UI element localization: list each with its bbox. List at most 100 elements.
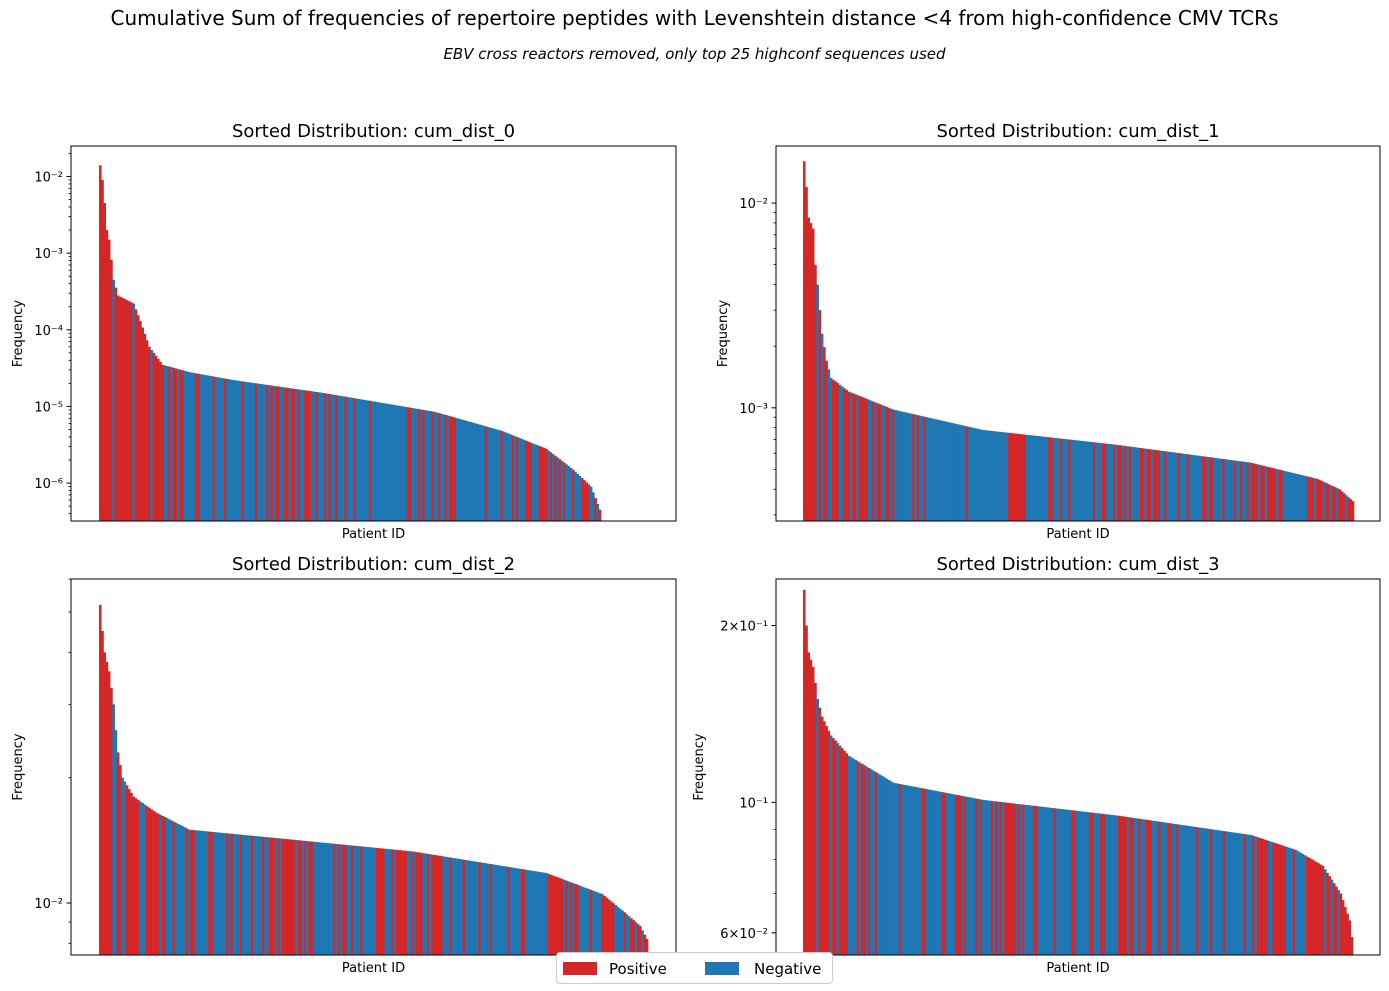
bar	[1017, 804, 1021, 955]
bar	[139, 321, 142, 521]
bar	[482, 862, 486, 955]
bar	[634, 922, 638, 955]
bar	[1217, 458, 1221, 521]
bar	[1338, 489, 1341, 521]
bar	[549, 874, 553, 955]
axes-frame-1	[775, 145, 1381, 522]
bar	[832, 738, 835, 955]
bar	[1223, 831, 1226, 955]
bar	[1298, 474, 1301, 521]
bar	[1325, 483, 1328, 521]
bar	[1088, 441, 1092, 521]
bar	[1289, 472, 1292, 521]
bar	[863, 397, 866, 521]
bar	[538, 871, 542, 955]
bar	[1084, 441, 1087, 521]
bar	[1059, 438, 1063, 521]
bar	[469, 860, 473, 955]
bar	[210, 831, 214, 955]
bar	[518, 868, 522, 955]
bar	[215, 376, 218, 521]
bar	[324, 393, 327, 521]
bar	[959, 795, 963, 955]
bar	[992, 431, 996, 521]
bar	[578, 885, 582, 955]
bar	[563, 462, 566, 521]
bar	[1294, 849, 1298, 955]
bar	[384, 848, 388, 955]
bar	[981, 799, 985, 955]
bar	[505, 866, 508, 955]
bar	[1184, 453, 1188, 521]
bar	[1119, 445, 1123, 521]
bar	[172, 821, 176, 955]
bar	[636, 924, 640, 955]
bar	[941, 420, 944, 521]
bar	[1224, 459, 1228, 521]
bar	[317, 392, 321, 521]
bar	[431, 854, 435, 955]
bar	[1032, 435, 1036, 521]
bar	[1202, 456, 1205, 521]
bar	[1012, 433, 1016, 521]
bar	[936, 419, 940, 521]
bar	[1247, 834, 1251, 955]
bar	[914, 787, 918, 955]
bar	[966, 796, 969, 955]
bar	[1086, 441, 1089, 521]
subplot-title: Sorted Distribution: cum_dist_1	[936, 121, 1219, 142]
bar	[480, 425, 484, 521]
bar	[881, 776, 884, 955]
bar	[1003, 432, 1007, 521]
bar	[1019, 434, 1022, 521]
bar	[948, 793, 951, 955]
bar	[534, 444, 537, 521]
bar	[1342, 493, 1346, 521]
bar	[328, 843, 332, 955]
bar	[1268, 841, 1271, 955]
bar	[645, 938, 649, 955]
bar	[1111, 815, 1115, 955]
bar	[186, 371, 189, 521]
bar	[1066, 439, 1069, 521]
bar	[337, 844, 341, 955]
bar	[1328, 876, 1331, 955]
bar	[946, 793, 949, 955]
bar	[840, 386, 844, 521]
bar	[963, 796, 967, 955]
bar	[823, 347, 826, 521]
bar	[572, 469, 575, 521]
bar	[168, 366, 171, 521]
bar	[101, 631, 104, 955]
bar	[1269, 467, 1272, 521]
bar	[502, 431, 506, 521]
bar	[1316, 478, 1319, 521]
bar	[1198, 827, 1202, 955]
bar	[1149, 820, 1153, 955]
bar	[914, 414, 918, 521]
bar	[360, 846, 363, 955]
bar	[589, 486, 593, 521]
bar	[997, 801, 1001, 955]
bar	[306, 390, 310, 521]
bar	[1299, 852, 1302, 955]
bar	[493, 428, 497, 521]
bar	[896, 410, 900, 521]
bar	[1244, 462, 1248, 521]
bar	[972, 427, 976, 521]
bar	[547, 873, 551, 955]
bar	[252, 383, 256, 521]
bar	[1284, 471, 1288, 521]
bar	[838, 384, 842, 521]
bar	[574, 471, 577, 521]
bar	[594, 891, 598, 955]
bar	[1102, 813, 1106, 955]
bar	[1001, 432, 1005, 521]
bar	[389, 849, 392, 955]
bar	[1313, 478, 1317, 521]
bar	[1180, 453, 1183, 521]
bar	[1160, 822, 1164, 955]
bar	[999, 431, 1002, 521]
bar	[170, 367, 173, 521]
bar	[912, 414, 915, 521]
